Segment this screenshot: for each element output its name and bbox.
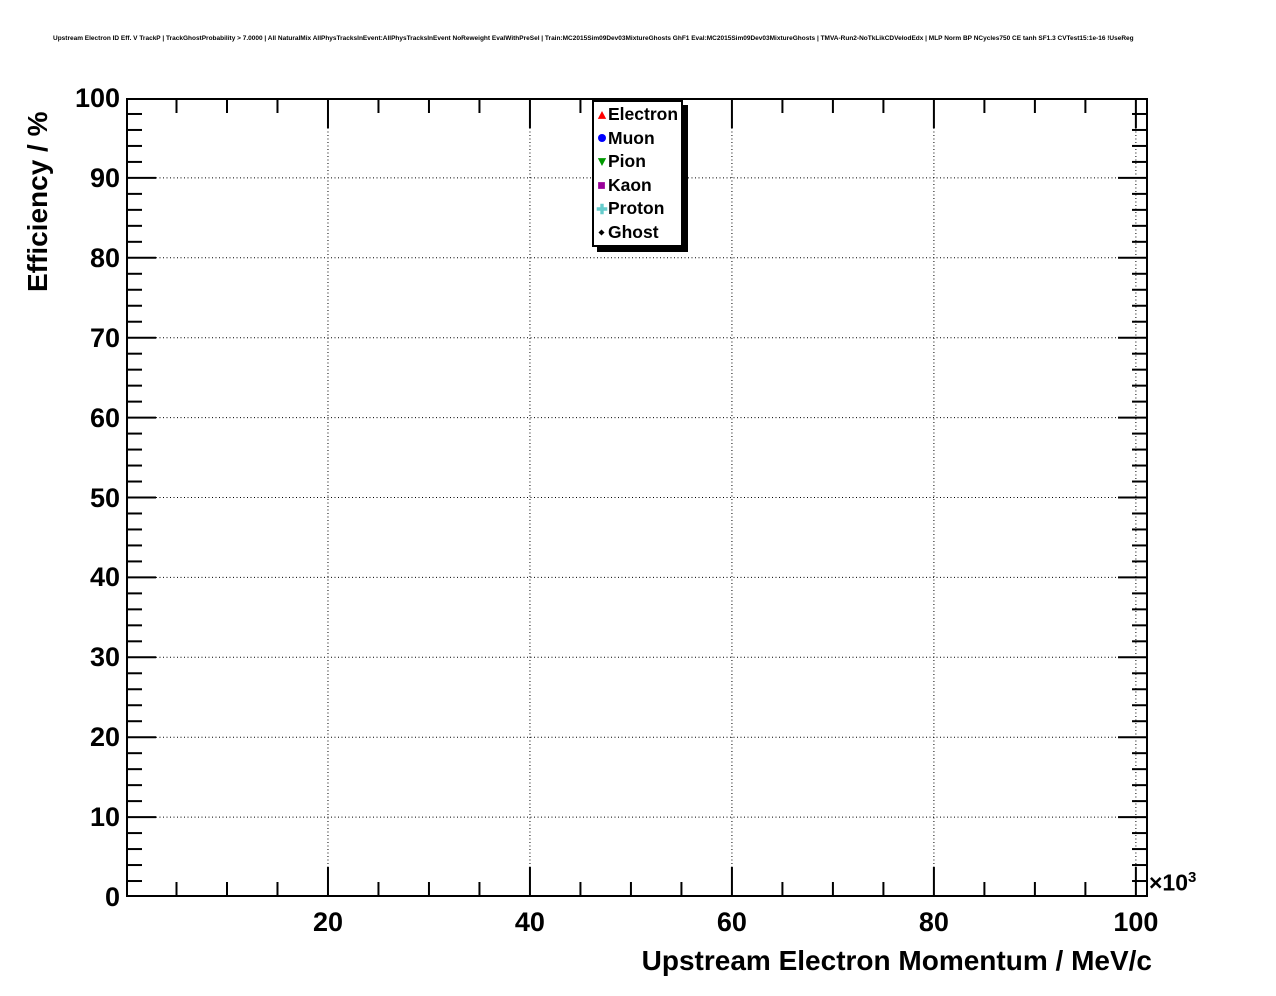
y-tick-label: 40 (89, 562, 120, 593)
diamond-marker-icon (595, 229, 608, 236)
y-tick-label: 80 (89, 242, 120, 273)
legend: Electron Muon Pion Kaon Proton Ghost (592, 100, 683, 247)
legend-entry-label: Electron (608, 104, 679, 125)
triangle-down-marker-icon (595, 157, 608, 167)
x-scale-prefix: ×10 (1149, 869, 1189, 896)
y-tick-label: 10 (89, 802, 120, 833)
x-tick-label: 20 (312, 907, 343, 937)
y-tick-label: 70 (89, 322, 120, 353)
legend-entry-label: Pion (608, 151, 646, 172)
legend-entry-muon: Muon (595, 127, 681, 149)
circle-marker-icon (595, 133, 608, 143)
legend-entry-proton: Proton (595, 198, 681, 220)
legend-entry-label: Kaon (608, 174, 652, 195)
y-tick-label: 100 (74, 83, 120, 113)
legend-entry-label: Muon (608, 127, 655, 148)
cross-marker-icon (595, 203, 608, 215)
y-tick-label: 30 (89, 642, 120, 673)
triangle-up-marker-icon (595, 110, 608, 120)
legend-entry-pion: Pion (595, 151, 681, 173)
frame-border (126, 98, 1148, 897)
plot-title: Upstream Electron ID Eff. V TrackP | Tra… (53, 35, 1134, 42)
legend-entry-ghost: Ghost (595, 221, 681, 243)
y-tick-label: 50 (89, 482, 120, 513)
legend-entry-kaon: Kaon (595, 174, 681, 196)
square-marker-icon (595, 181, 608, 190)
y-tick-label: 0 (104, 882, 120, 912)
legend-entry-label: Ghost (608, 221, 659, 242)
legend-entry-label: Proton (608, 198, 665, 219)
y-tick-label: 20 (89, 722, 120, 753)
x-tick-label: 80 (918, 907, 949, 937)
legend-entry-electron: Electron (595, 104, 681, 126)
x-tick-label: 60 (716, 907, 747, 937)
x-tick-label: 100 (1113, 907, 1159, 937)
plot-frame (126, 98, 1148, 897)
x-axis-scale-exponent: ×103 (1149, 869, 1196, 897)
y-tick-label: 60 (89, 402, 120, 433)
y-tick-label: 90 (89, 162, 120, 193)
x-axis-title: Upstream Electron Momentum / MeV/c (641, 945, 1152, 976)
x-tick-label: 40 (514, 907, 545, 937)
x-scale-exponent-digit: 3 (1188, 869, 1197, 886)
